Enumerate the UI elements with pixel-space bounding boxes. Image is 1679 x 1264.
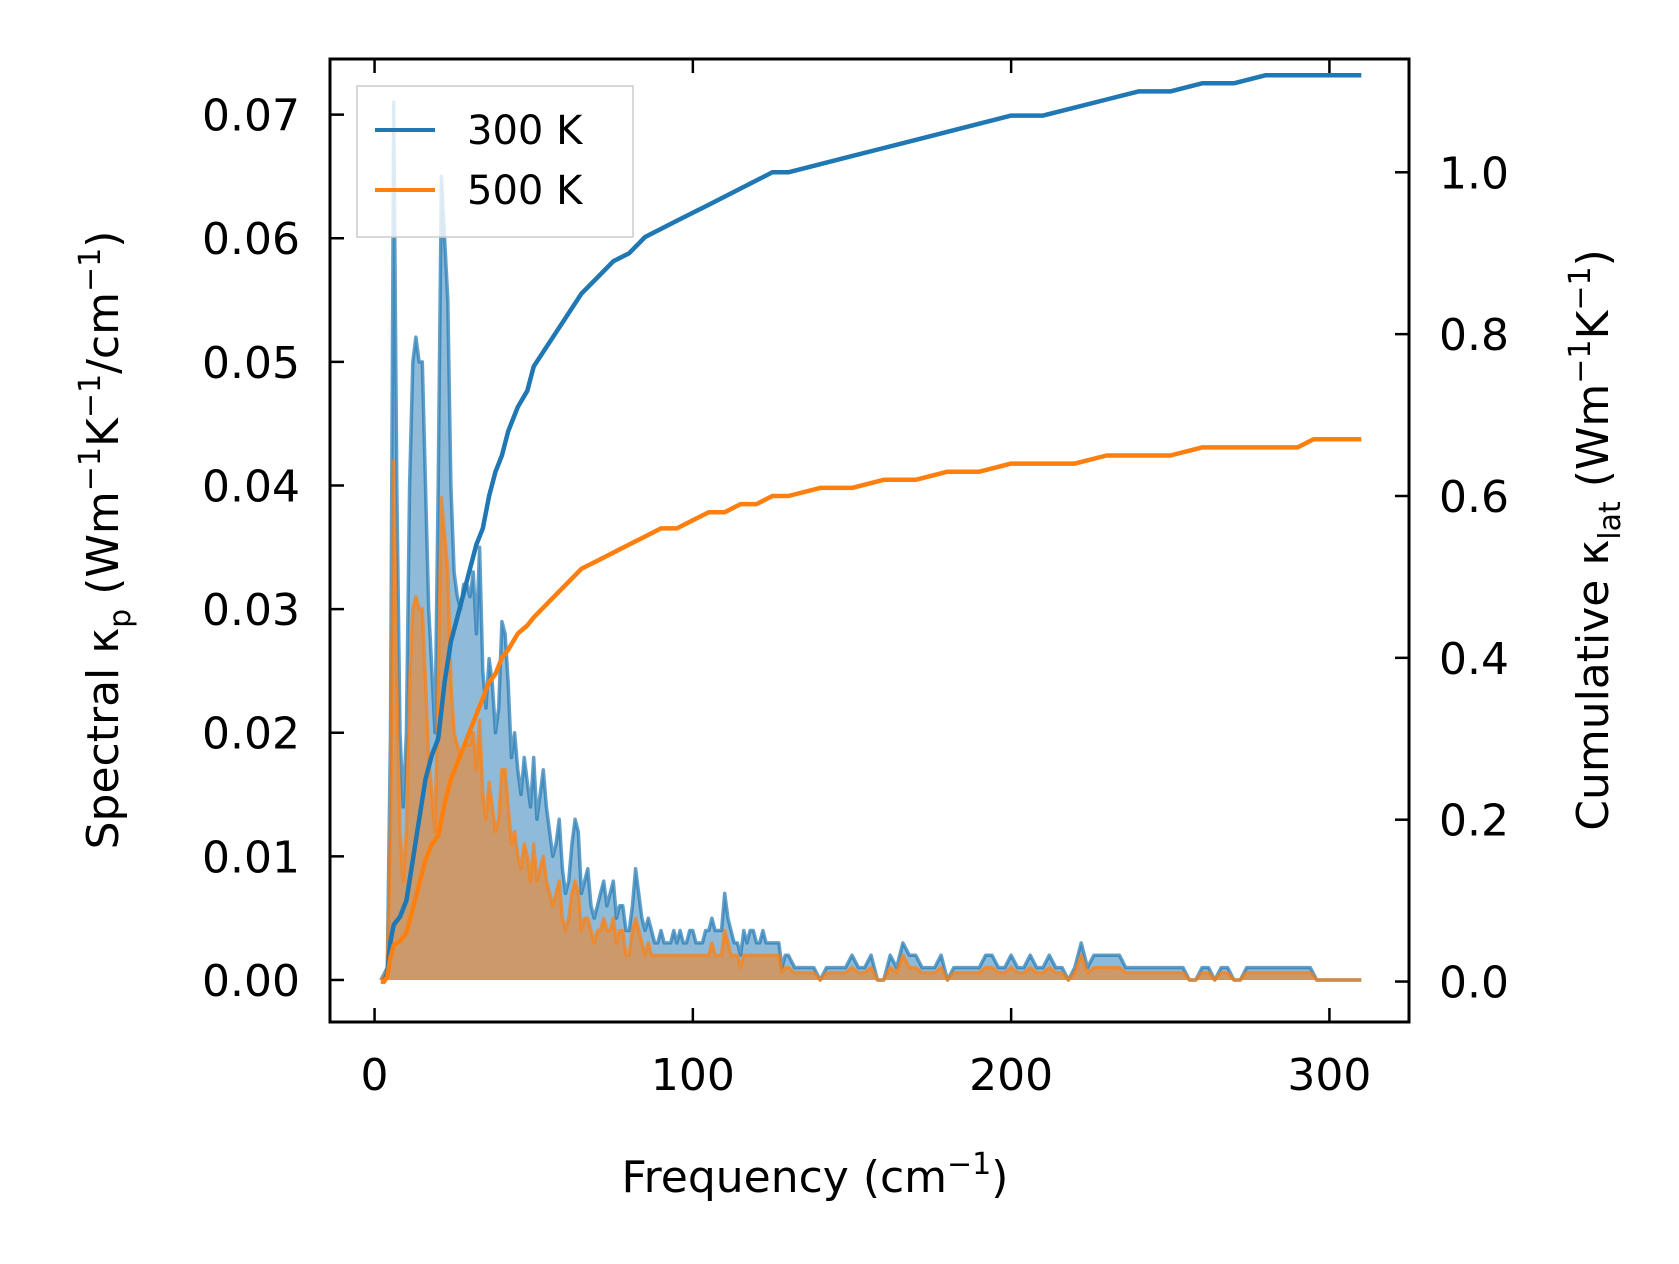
y-left-tick-label: 0.07 — [202, 91, 300, 142]
x-tick-label: 200 — [969, 1050, 1053, 1101]
y-left-tick-label: 0.00 — [202, 956, 300, 1007]
y-left-tick-label: 0.05 — [202, 338, 300, 389]
tick-layer: 0 100 200 300 0.00 0.01 0.02 0.03 0.04 0.05 0.06 0.… — [202, 59, 1509, 1101]
spectral-area-500k — [380, 460, 1362, 980]
y-left-tick-label: 0.06 — [202, 214, 300, 265]
y-right-tick-label: 1.0 — [1439, 148, 1509, 199]
spectral-fill-layer — [379, 100, 1362, 982]
x-axis-title: Frequency (cm−1) — [622, 1147, 1009, 1203]
cumulative-line-300k — [380, 72, 1362, 984]
plot-frame — [328, 57, 1411, 1024]
right-y-axis-title: Cumulative κlat (Wm−1K−1) — [1563, 249, 1628, 831]
left-y-axis-title: Spectral κp (Wm−1K−1/cm−1) — [73, 231, 138, 850]
legend: 300 K 500 K — [356, 85, 634, 238]
y-right-tick-label: 0.8 — [1439, 310, 1509, 361]
cumulative-line-500k — [380, 437, 1362, 984]
x-tick-label: 300 — [1287, 1050, 1371, 1101]
x-tick-label: 0 — [361, 1050, 389, 1101]
spectral-line-300k — [379, 100, 1362, 982]
y-right-tick-label: 0.4 — [1439, 634, 1509, 685]
y-right-tick-label: 0.0 — [1439, 958, 1509, 1009]
y-left-tick-label: 0.04 — [202, 461, 300, 512]
legend-label-300k: 300 K — [467, 108, 584, 154]
line-layer — [380, 72, 1362, 984]
y-left-tick-label: 0.01 — [202, 832, 300, 883]
spectral-line-500k — [379, 459, 1362, 982]
y-right-tick-label: 0.2 — [1439, 796, 1509, 847]
x-tick-label: 100 — [651, 1050, 735, 1101]
y-right-tick-label: 0.6 — [1439, 472, 1509, 523]
axes-frame — [328, 57, 1411, 1024]
y-left-tick-label: 0.03 — [202, 585, 300, 636]
y-left-tick-label: 0.02 — [202, 709, 300, 760]
legend-box — [356, 85, 634, 238]
legend-label-500k: 500 K — [467, 168, 584, 214]
